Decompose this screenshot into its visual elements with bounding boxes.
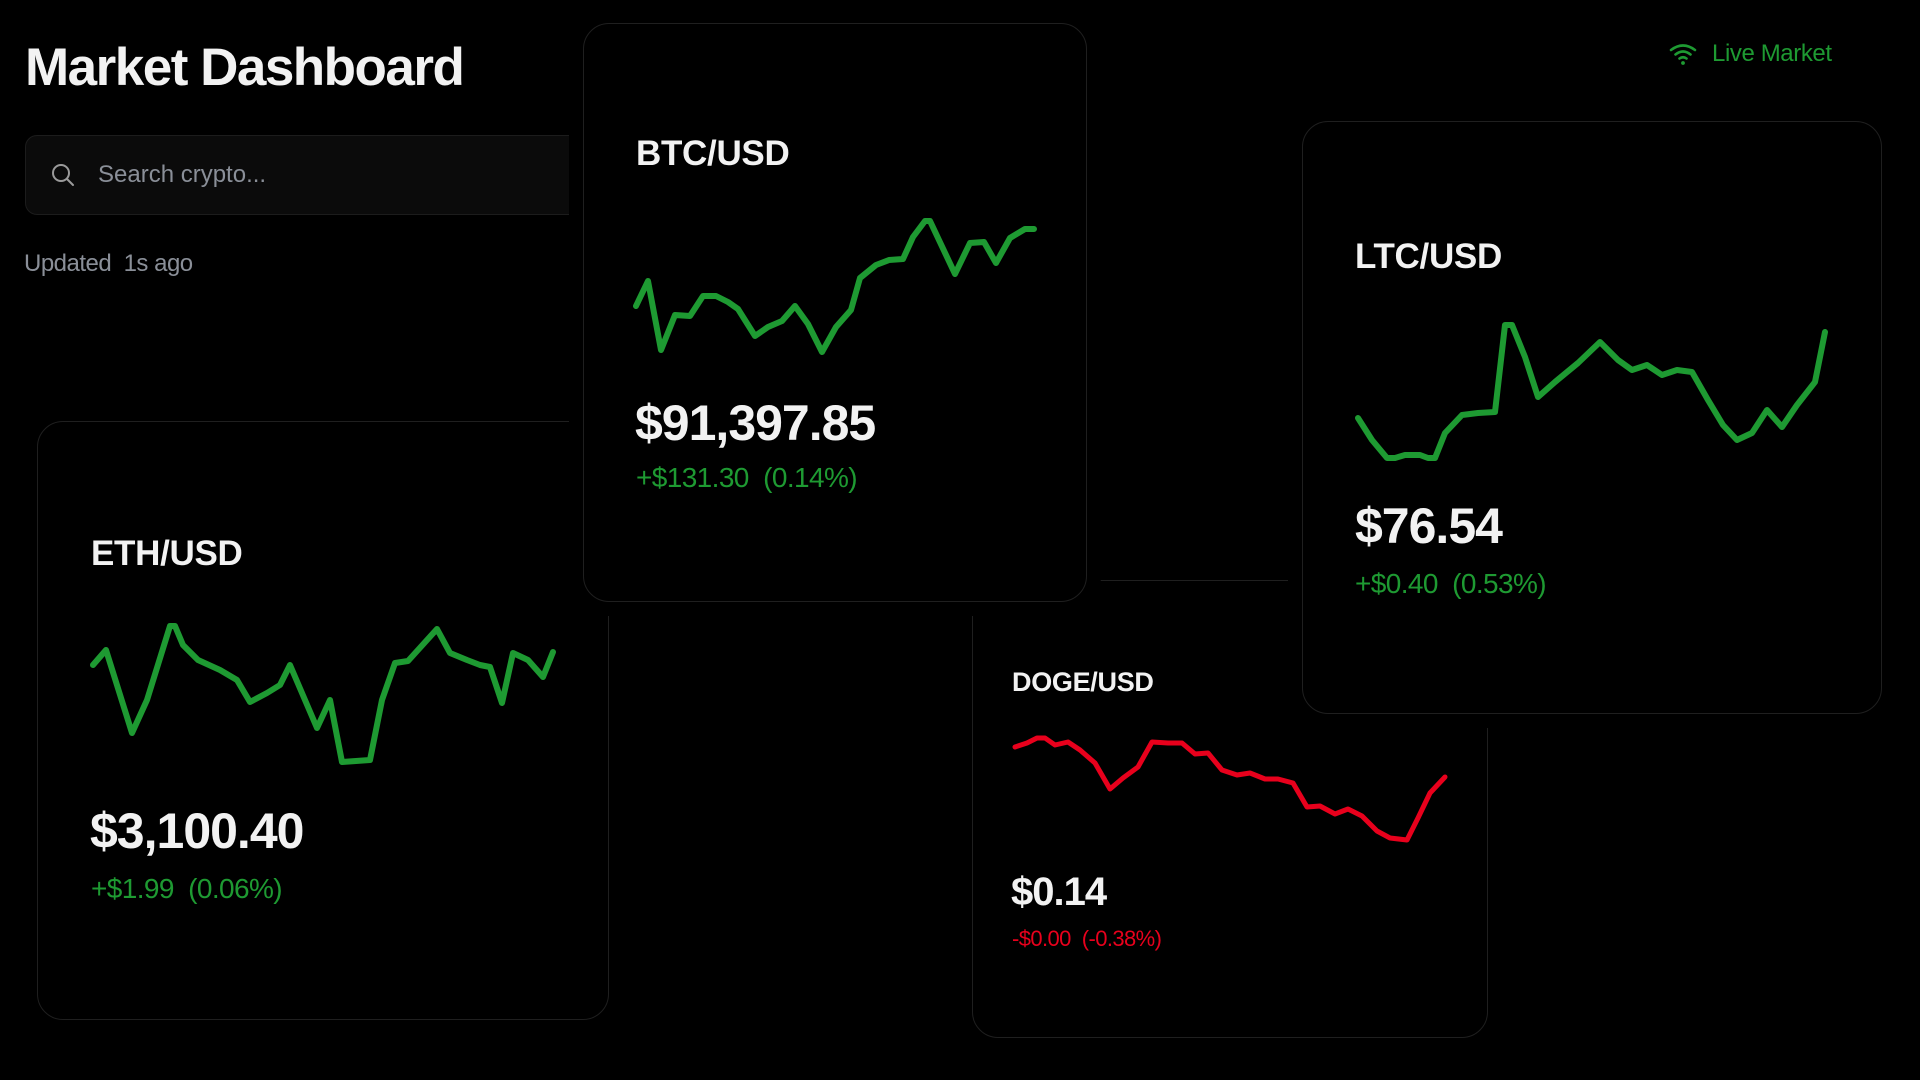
- search-icon: [52, 164, 74, 186]
- price-change: +$0.40 (0.53%): [1355, 568, 1547, 599]
- pair-label: ETH/USD: [91, 534, 243, 573]
- live-market-status: Live Market: [1668, 40, 1832, 68]
- page-title: Market Dashboard: [25, 38, 465, 97]
- pair-label: BTC/USD: [636, 134, 790, 173]
- card-btc-usd[interactable]: [583, 23, 1087, 602]
- price-value: $0.14: [1011, 870, 1107, 914]
- last-updated: Updated 1s ago: [24, 250, 193, 277]
- price-value: $3,100.40: [90, 803, 304, 859]
- live-market-label: Live Market: [1712, 40, 1832, 67]
- pair-label: DOGE/USD: [1012, 667, 1154, 697]
- price-change: +$1.99 (0.06%): [91, 873, 283, 904]
- price-change: -$0.00 (-0.38%): [1012, 926, 1162, 951]
- card-eth-usd[interactable]: [37, 421, 609, 1020]
- pair-label: LTC/USD: [1355, 237, 1502, 276]
- wifi-icon: [1669, 44, 1697, 65]
- price-value: $76.54: [1355, 498, 1503, 554]
- search-input[interactable]: [96, 160, 600, 190]
- price-value: $91,397.85: [635, 395, 876, 451]
- search-box[interactable]: [25, 135, 665, 215]
- card-ltc-usd[interactable]: [1302, 121, 1882, 714]
- price-change: +$131.30 (0.14%): [636, 462, 858, 493]
